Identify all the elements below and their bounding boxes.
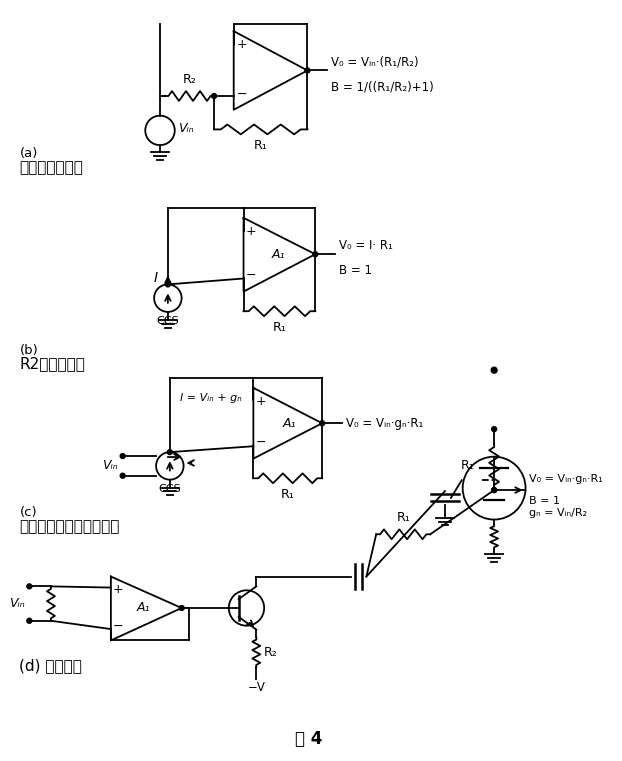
Circle shape bbox=[120, 473, 125, 478]
Text: −V: −V bbox=[248, 681, 265, 694]
Text: R₁: R₁ bbox=[254, 139, 267, 152]
Circle shape bbox=[305, 68, 310, 73]
Text: R₁: R₁ bbox=[461, 460, 475, 473]
Text: R₂: R₂ bbox=[183, 73, 197, 86]
Text: B = 1/((R₁/R₂)+1): B = 1/((R₁/R₂)+1) bbox=[331, 80, 434, 94]
Text: R₁: R₁ bbox=[272, 321, 286, 334]
Text: A₁: A₁ bbox=[137, 601, 150, 614]
Text: −: − bbox=[113, 620, 123, 633]
Text: gₙ = Vᵢₙ/R₂: gₙ = Vᵢₙ/R₂ bbox=[529, 508, 587, 517]
Circle shape bbox=[27, 584, 32, 589]
Circle shape bbox=[313, 252, 318, 256]
Text: (a): (a) bbox=[19, 147, 38, 160]
Circle shape bbox=[211, 94, 216, 98]
Circle shape bbox=[179, 606, 184, 610]
Circle shape bbox=[491, 488, 496, 492]
Text: 图 4: 图 4 bbox=[295, 730, 322, 748]
Text: +: + bbox=[113, 583, 123, 596]
Text: +: + bbox=[256, 395, 267, 408]
Circle shape bbox=[167, 450, 172, 454]
Circle shape bbox=[491, 368, 497, 373]
Circle shape bbox=[27, 619, 32, 623]
Text: −: − bbox=[246, 269, 257, 282]
Circle shape bbox=[491, 488, 496, 492]
Text: A₁: A₁ bbox=[271, 248, 285, 261]
Circle shape bbox=[165, 282, 170, 287]
Text: −: − bbox=[236, 88, 247, 100]
Text: Vᵢₙ: Vᵢₙ bbox=[9, 597, 24, 610]
Circle shape bbox=[120, 454, 125, 459]
Circle shape bbox=[491, 427, 496, 431]
Text: +: + bbox=[246, 225, 257, 238]
Text: 普通跨阻放大器: 普通跨阻放大器 bbox=[19, 160, 83, 175]
Text: Vᵢₙ: Vᵢₙ bbox=[102, 460, 118, 473]
Text: V₀ = I· R₁: V₀ = I· R₁ bbox=[339, 239, 392, 252]
Text: 以跨导放大器代替电流源: 以跨导放大器代替电流源 bbox=[19, 520, 120, 534]
Text: R2代以电流源: R2代以电流源 bbox=[19, 356, 85, 371]
Text: CCS: CCS bbox=[159, 483, 181, 494]
Text: V₀ = Vᵢₙ·(R₁/R₂): V₀ = Vᵢₙ·(R₁/R₂) bbox=[331, 56, 419, 68]
Text: (d) 混合电路: (d) 混合电路 bbox=[19, 658, 82, 673]
Text: (c): (c) bbox=[19, 506, 37, 519]
Text: I = Vᵢₙ + gₙ: I = Vᵢₙ + gₙ bbox=[180, 393, 241, 403]
Text: (b): (b) bbox=[19, 344, 38, 357]
Text: R₂: R₂ bbox=[264, 646, 278, 659]
Text: +: + bbox=[236, 38, 247, 52]
Text: R₁: R₁ bbox=[396, 511, 410, 524]
Text: R₁: R₁ bbox=[281, 488, 295, 501]
Text: Vᵢₙ: Vᵢₙ bbox=[178, 122, 193, 135]
Text: B = 1: B = 1 bbox=[339, 264, 372, 277]
Text: −: − bbox=[256, 436, 266, 450]
Text: I: I bbox=[154, 272, 158, 285]
Text: CCS: CCS bbox=[157, 316, 179, 326]
Text: V₀ = Vᵢₙ·gₙ·R₁: V₀ = Vᵢₙ·gₙ·R₁ bbox=[346, 417, 423, 430]
Text: B = 1: B = 1 bbox=[529, 496, 560, 506]
Text: V₀ = Vᵢₙ·gₙ·R₁: V₀ = Vᵢₙ·gₙ·R₁ bbox=[529, 474, 602, 484]
Circle shape bbox=[320, 421, 325, 425]
Text: A₁: A₁ bbox=[283, 417, 297, 430]
